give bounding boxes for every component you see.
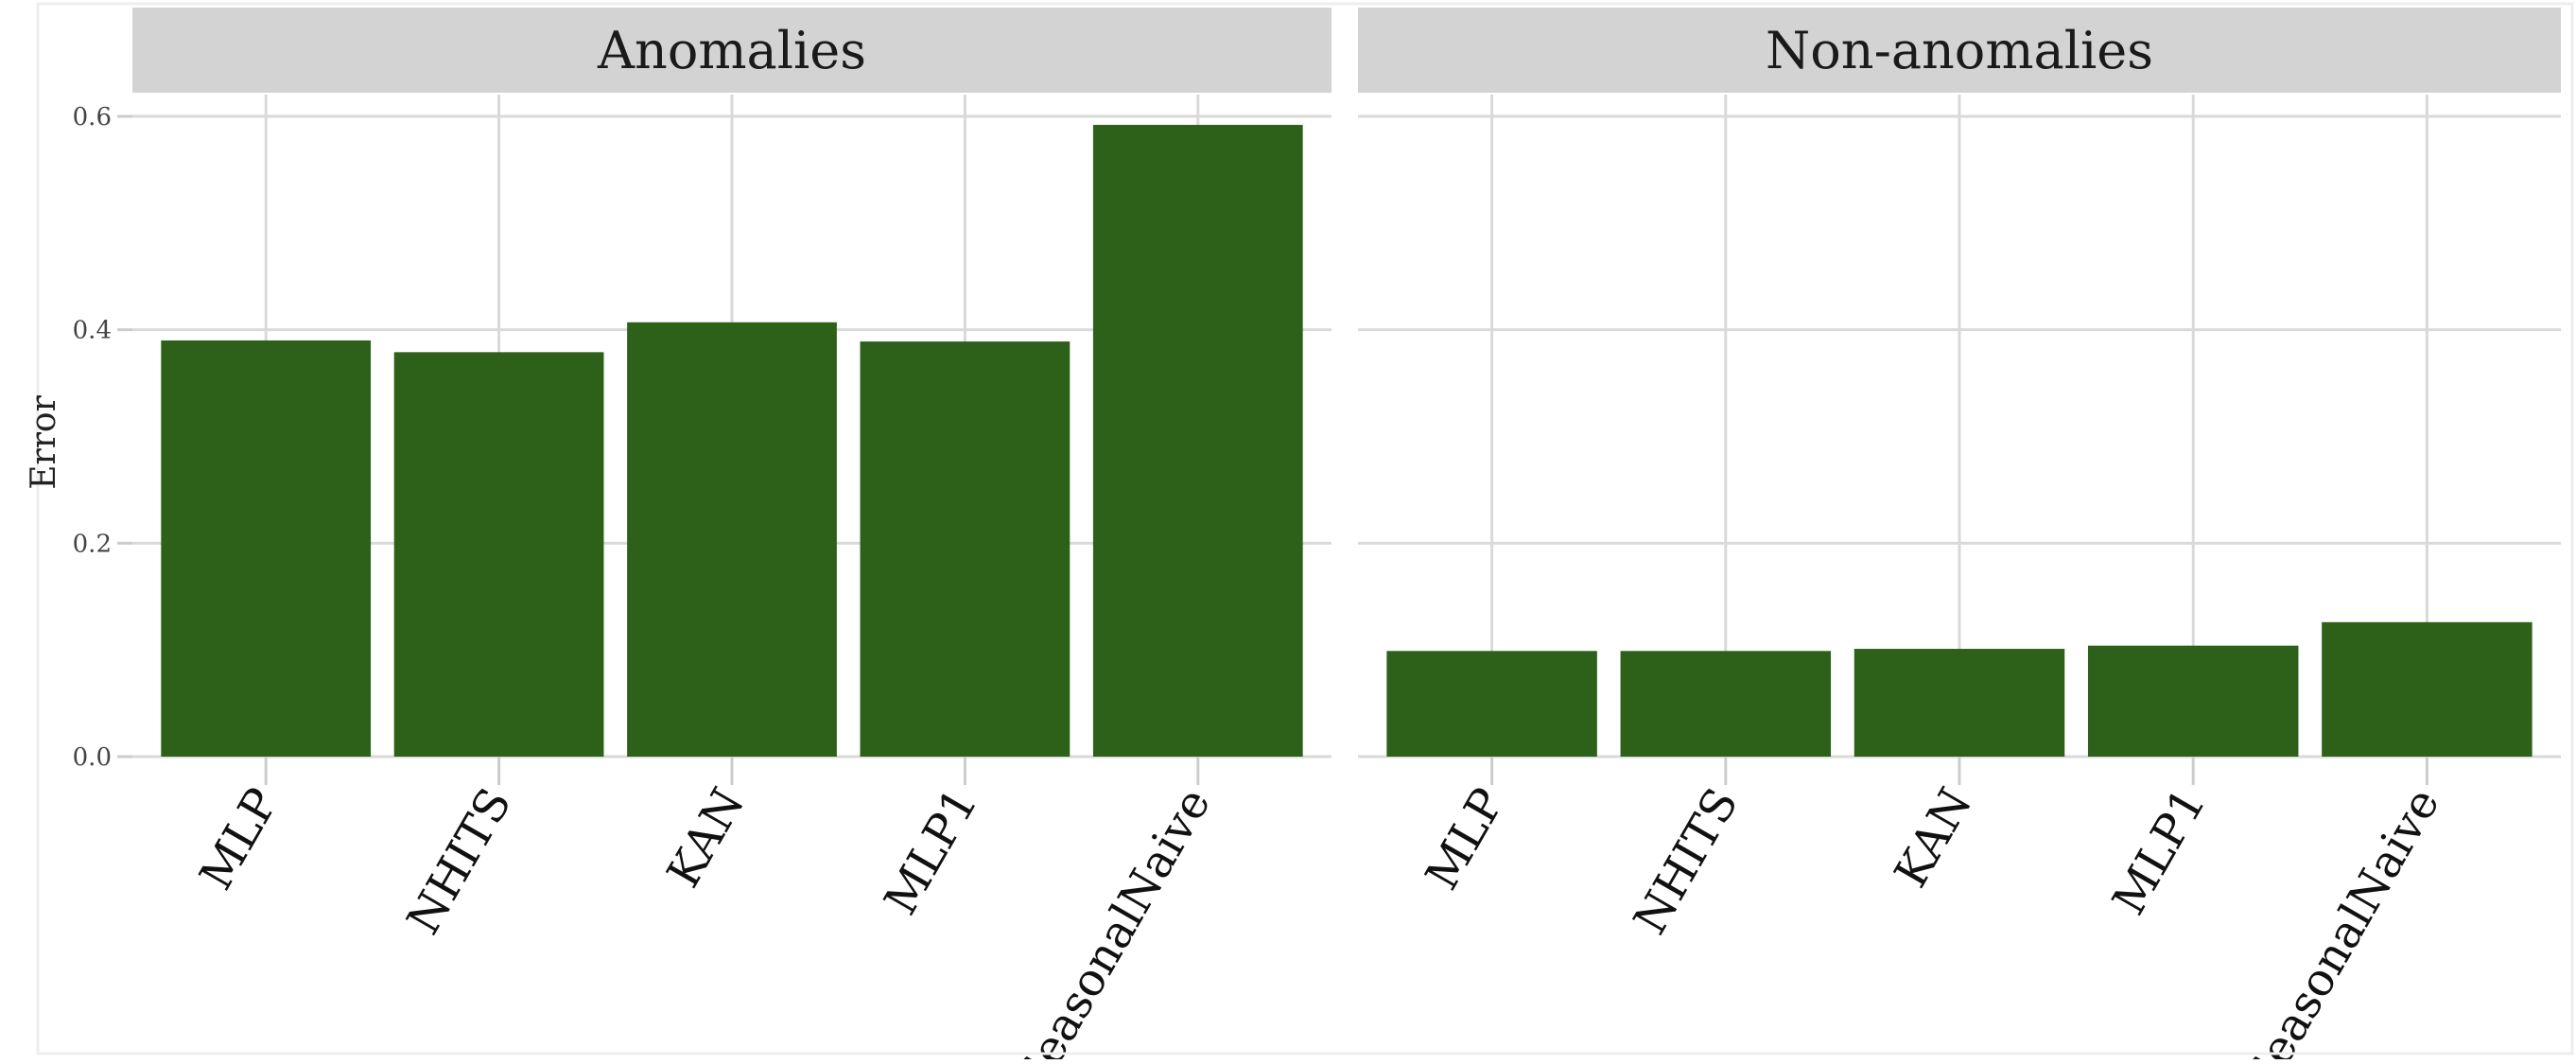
bar-mlp	[161, 340, 372, 757]
bar-seasonalnaive	[1092, 125, 1303, 757]
bar-kan	[627, 322, 837, 757]
x-tick-label: MLP	[189, 779, 288, 898]
bar-nhits	[393, 352, 604, 757]
panel-title: Non-anomalies	[1766, 21, 2153, 80]
y-tick-label: 0.0	[73, 743, 112, 772]
x-tick-label: MLP1	[874, 779, 987, 924]
y-tick-label: 0.2	[73, 530, 112, 558]
y-tick-label: 0.4	[73, 317, 112, 345]
bar-nhits	[1620, 651, 1832, 757]
panel-1: Non-anomalies MLP NHITS KAN MLP1 SeasonalNaiv…	[1358, 8, 2561, 1064]
panel-0: Anomalies MLP NHITS KAN MLP1 SeasonalNaive	[132, 8, 1332, 1064]
panel-strip	[1358, 8, 2561, 93]
panel-strip	[132, 8, 1332, 93]
x-tick-label: NHITS	[397, 779, 522, 943]
bar-kan	[1854, 649, 2065, 757]
bar-seasonalnaive	[2322, 621, 2532, 757]
y-tick-label: 0.6	[73, 103, 112, 131]
x-tick-label: KAN	[657, 779, 756, 897]
figure-frame	[36, 2, 2574, 1055]
bar-mlp1	[2087, 645, 2299, 757]
panel-title: Anomalies	[597, 21, 866, 80]
x-tick-label: SeasonalNaive	[2234, 779, 2449, 1059]
x-tick-label: MLP1	[2102, 779, 2216, 924]
x-tick-label: NHITS	[1624, 779, 1749, 943]
y-axis-title: Error	[25, 394, 63, 489]
bar-mlp1	[860, 341, 1070, 757]
x-tick-label: KAN	[1885, 779, 1983, 897]
x-tick-label: SeasonalNaive	[1005, 779, 1221, 1059]
x-tick-label: MLP	[1416, 779, 1515, 898]
y-axis: 0.0 0.2 0.4 0.6	[36, 2, 2574, 1055]
bar-mlp	[1386, 651, 1597, 757]
